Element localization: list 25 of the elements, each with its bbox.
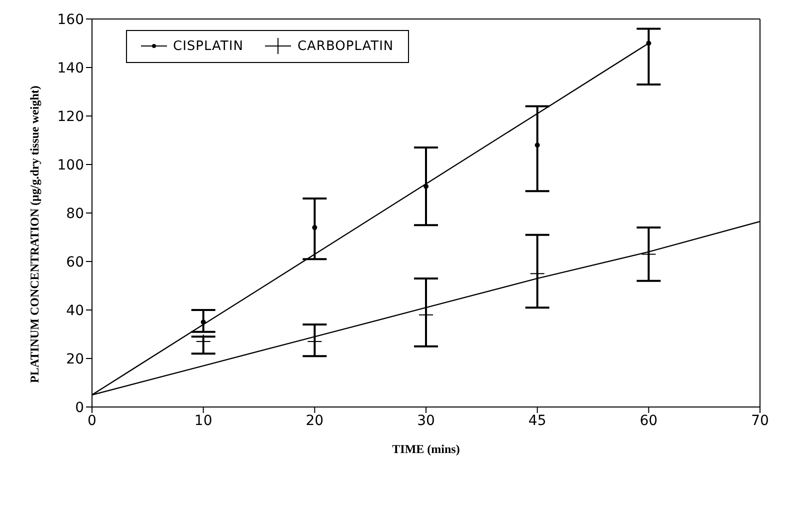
- point: [646, 40, 652, 46]
- legend-label: CISPLATIN: [173, 39, 244, 54]
- y-tick-label: 60: [66, 254, 84, 270]
- y-axis-title: PLATINUM CONCENTRATION (μg/g.dry tissue weight): [27, 86, 42, 383]
- x-axis-title: TIME (mins): [392, 442, 460, 456]
- x-tick-label: 60: [640, 412, 658, 429]
- x-tick-label: 30: [417, 412, 435, 429]
- x-tick-label: 70: [751, 412, 769, 429]
- y-tick-label: 80: [66, 206, 84, 222]
- y-tick-label: 140: [57, 60, 84, 76]
- point: [534, 142, 540, 148]
- y-tick-label: 120: [57, 108, 84, 125]
- legend-label: CARBOPLATIN: [297, 39, 394, 54]
- x-tick-label: 20: [306, 412, 324, 429]
- point: [312, 225, 318, 230]
- y-tick-label: 160: [57, 12, 84, 28]
- y-tick-label: 40: [66, 302, 84, 319]
- y-tick-label: 0: [75, 400, 84, 416]
- x-tick-label: 0: [88, 412, 96, 429]
- point: [424, 184, 428, 189]
- point: [200, 320, 206, 325]
- x-tick-label: 45: [528, 412, 546, 429]
- y-tick-label: 20: [66, 351, 84, 368]
- x-tick-label: 10: [194, 412, 212, 429]
- y-tick-label: 100: [57, 157, 84, 174]
